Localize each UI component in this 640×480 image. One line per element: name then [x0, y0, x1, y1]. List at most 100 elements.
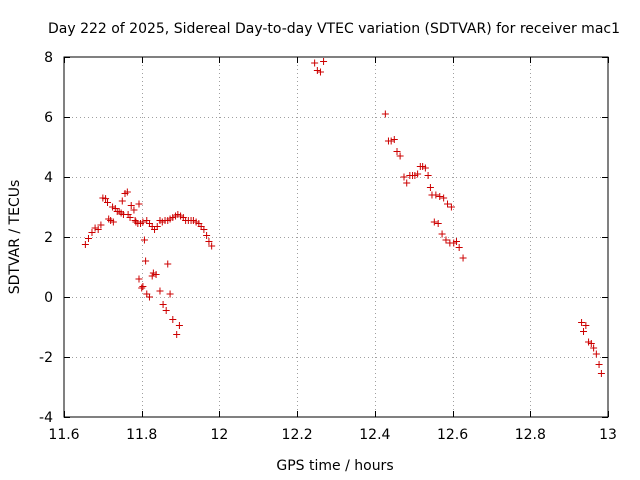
y-tick-labels: -4 -2 0 2 4 6 8 [39, 50, 53, 426]
data-point [139, 283, 147, 290]
data-point [123, 188, 131, 196]
axis-ticks [64, 57, 609, 418]
data-point [311, 59, 319, 67]
data-point [159, 301, 167, 308]
y-tick-label: 0 [44, 290, 53, 306]
data-point [88, 229, 96, 236]
data-point [426, 184, 434, 191]
data-point [84, 235, 92, 242]
data-point [166, 290, 174, 298]
x-tick-label: 11.6 [48, 427, 79, 443]
data-point [434, 220, 442, 227]
data-point [200, 226, 208, 233]
y-tick-label: 8 [44, 50, 53, 66]
data-point [104, 199, 112, 206]
data-point [94, 226, 102, 233]
data-point [208, 242, 216, 250]
x-tick-label: 11.8 [126, 427, 157, 443]
data-point [430, 218, 438, 226]
data-point [203, 232, 211, 239]
data-point [142, 257, 150, 265]
y-tick-label: 4 [44, 170, 53, 186]
data-point [138, 284, 146, 292]
data-point [320, 58, 328, 65]
x-tick-label: 12.4 [359, 427, 390, 443]
data-point [440, 194, 448, 202]
data-point [109, 218, 117, 226]
data-point [135, 200, 143, 208]
data-point [139, 218, 147, 226]
data-point [455, 244, 463, 251]
x-tick-label: 12.6 [437, 427, 468, 443]
data-point [597, 370, 605, 377]
y-tick-label: -2 [39, 350, 53, 366]
data-point [459, 254, 467, 262]
data-point [400, 173, 408, 181]
data-point [438, 230, 446, 238]
data-point [124, 211, 132, 218]
data-point [205, 238, 213, 245]
data-point [169, 316, 177, 323]
data-point [126, 214, 134, 221]
data-point [403, 179, 411, 187]
data-point [175, 322, 183, 329]
data-point [132, 218, 140, 226]
data-point [115, 208, 123, 215]
data-point [381, 110, 389, 118]
data-point [105, 215, 113, 223]
data-point [127, 202, 135, 209]
y-tick-label: -4 [39, 410, 53, 426]
data-point [130, 206, 138, 214]
x-tick-label: 12.8 [515, 427, 546, 443]
data-point [580, 328, 588, 335]
data-point [102, 195, 110, 203]
data-point [316, 68, 324, 76]
x-axis-label: GPS time / hours [276, 458, 393, 474]
data-point [414, 170, 422, 178]
x-tick-label: 12 [211, 427, 229, 443]
data-point [387, 137, 395, 145]
y-axis-label: SDTVAR / TECUs [7, 180, 23, 295]
x-tick-label: 13 [599, 427, 617, 443]
data-point [590, 344, 598, 352]
data-point [592, 350, 600, 358]
data-point [164, 260, 172, 268]
data-point [152, 271, 160, 278]
chart-title: Day 222 of 2025, Sidereal Day-to-day VTE… [48, 21, 620, 37]
data-point [97, 221, 105, 229]
x-tick-labels: 11.6 11.8 12 12.2 12.4 12.6 12.8 13 [48, 427, 617, 443]
data-points [81, 58, 605, 377]
data-point [118, 197, 126, 205]
data-point [421, 164, 429, 172]
data-point [595, 361, 603, 368]
data-point [432, 191, 440, 199]
data-point [452, 238, 460, 245]
data-point [424, 172, 432, 179]
data-point [393, 148, 401, 155]
data-point [91, 224, 99, 232]
data-point [148, 272, 156, 280]
data-point [582, 322, 590, 329]
data-point [444, 200, 452, 208]
data-point [447, 203, 455, 211]
data-point [156, 287, 164, 295]
data-point [442, 236, 450, 244]
data-point [313, 67, 321, 74]
data-point [162, 307, 170, 314]
x-tick-label: 12.2 [282, 427, 313, 443]
data-point [153, 223, 161, 230]
data-point [145, 293, 153, 301]
grid-lines [64, 57, 608, 417]
y-tick-label: 2 [44, 230, 53, 246]
y-tick-label: 6 [44, 110, 53, 126]
data-point [173, 331, 181, 338]
data-point [396, 152, 404, 160]
data-point [436, 193, 444, 200]
data-point [390, 136, 398, 143]
data-point [578, 319, 586, 326]
data-point [135, 275, 143, 283]
data-point [81, 241, 89, 248]
data-point [587, 340, 595, 347]
data-point [140, 236, 148, 244]
